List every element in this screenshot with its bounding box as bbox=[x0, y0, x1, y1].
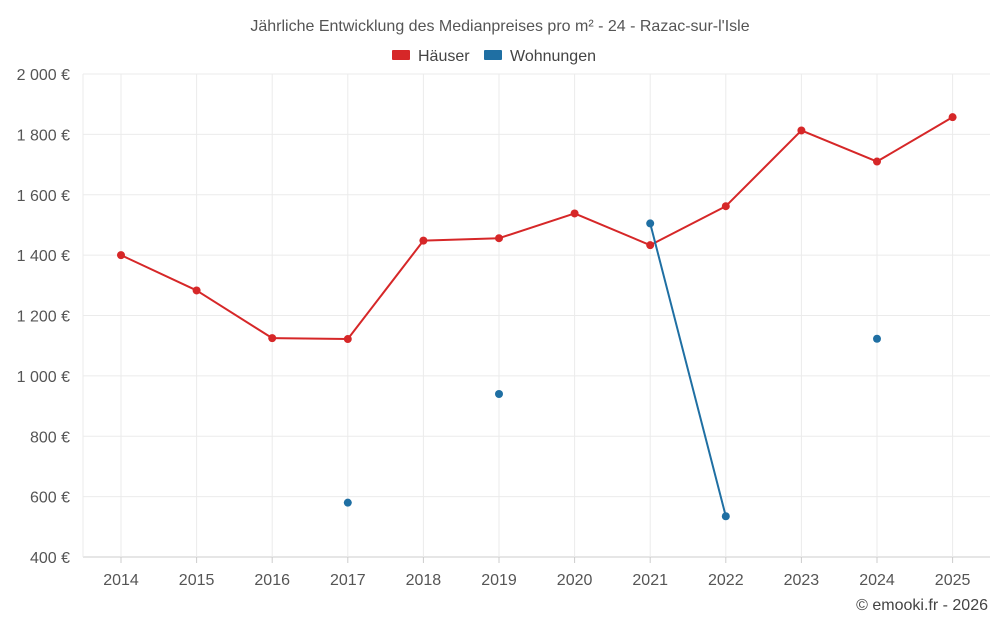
series-haeuser-segment bbox=[649, 205, 727, 247]
x-tick-label: 2015 bbox=[179, 572, 215, 589]
x-tick-label: 2018 bbox=[406, 572, 442, 589]
legend-swatch-wohnungen bbox=[484, 50, 502, 60]
x-tick-label: 2019 bbox=[481, 572, 517, 589]
series-haeuser-point bbox=[117, 251, 125, 260]
series-haeuser-point bbox=[721, 202, 730, 211]
y-tick-label: 1 400 € bbox=[17, 248, 70, 265]
grid-layer bbox=[82, 73, 990, 558]
series-haeuser bbox=[117, 113, 957, 344]
series-haeuser-segment bbox=[876, 116, 954, 163]
series-haeuser-segment bbox=[346, 239, 425, 341]
x-tick-label: 2024 bbox=[859, 572, 895, 589]
y-tick-label: 400 € bbox=[30, 550, 70, 567]
series-haeuser-point bbox=[873, 157, 881, 166]
y-tick-label: 1 200 € bbox=[17, 309, 70, 326]
x-tick-label: 2023 bbox=[784, 572, 820, 589]
series-haeuser-point bbox=[343, 335, 352, 344]
series-wohnungen-point bbox=[343, 498, 352, 507]
series-haeuser-segment bbox=[724, 129, 803, 208]
series-haeuser-point bbox=[570, 209, 579, 218]
series-haeuser-segment bbox=[422, 237, 500, 242]
series-haeuser-segment bbox=[195, 289, 274, 340]
series-haeuser-point bbox=[419, 236, 428, 245]
series-haeuser-point bbox=[268, 334, 277, 343]
y-tick-label: 1 000 € bbox=[17, 369, 70, 386]
y-tick-label: 800 € bbox=[30, 429, 70, 446]
series-wohnungen-point bbox=[646, 219, 655, 228]
x-tick-label: 2020 bbox=[557, 572, 593, 589]
y-tick-label: 1 600 € bbox=[17, 188, 70, 205]
x-tick-label: 2025 bbox=[935, 572, 971, 589]
series-haeuser-point bbox=[192, 286, 201, 295]
legend-item-haeuser[interactable]: Häuser bbox=[392, 48, 470, 65]
x-tick-label: 2014 bbox=[103, 572, 139, 589]
legend-label-haeuser: Häuser bbox=[418, 48, 470, 65]
series-haeuser-point bbox=[495, 234, 503, 243]
series-haeuser-point bbox=[797, 126, 806, 135]
series-wohnungen bbox=[343, 219, 881, 521]
y-tick-label: 600 € bbox=[30, 490, 70, 507]
chart-title: Jährliche Entwicklung des Medianpreises … bbox=[250, 18, 749, 35]
series-haeuser-point bbox=[646, 241, 655, 250]
legend-swatch-haeuser bbox=[392, 50, 410, 60]
x-tick-label: 2022 bbox=[708, 572, 744, 589]
x-tick-label: 2016 bbox=[254, 572, 290, 589]
x-tick-label: 2021 bbox=[632, 572, 668, 589]
legend-item-wohnungen[interactable]: Wohnungen bbox=[484, 48, 596, 65]
series-wohnungen-segment bbox=[649, 222, 727, 518]
series-wohnungen-point bbox=[495, 389, 503, 398]
series-haeuser-segment bbox=[120, 254, 198, 292]
legend: Häuser Wohnungen bbox=[392, 48, 596, 65]
series-haeuser-segment bbox=[573, 212, 652, 247]
axis-layer: 400 € 600 € 800 € 1 000 € 1 200 € 1 400 € 1 60… bbox=[17, 67, 971, 589]
series-haeuser-point bbox=[948, 113, 957, 122]
series-layer bbox=[117, 113, 957, 521]
y-tick-label: 2 000 € bbox=[17, 67, 70, 84]
series-haeuser-segment bbox=[800, 129, 878, 163]
x-tick-label: 2017 bbox=[330, 572, 366, 589]
legend-label-wohnungen: Wohnungen bbox=[510, 48, 596, 65]
series-wohnungen-point bbox=[721, 512, 730, 521]
series-haeuser-segment bbox=[498, 212, 576, 240]
y-tick-label: 1 800 € bbox=[17, 127, 70, 144]
series-haeuser-segment bbox=[271, 337, 349, 341]
series-wohnungen-point bbox=[873, 334, 881, 343]
copyright-text: © emooki.fr - 2026 bbox=[856, 597, 988, 614]
